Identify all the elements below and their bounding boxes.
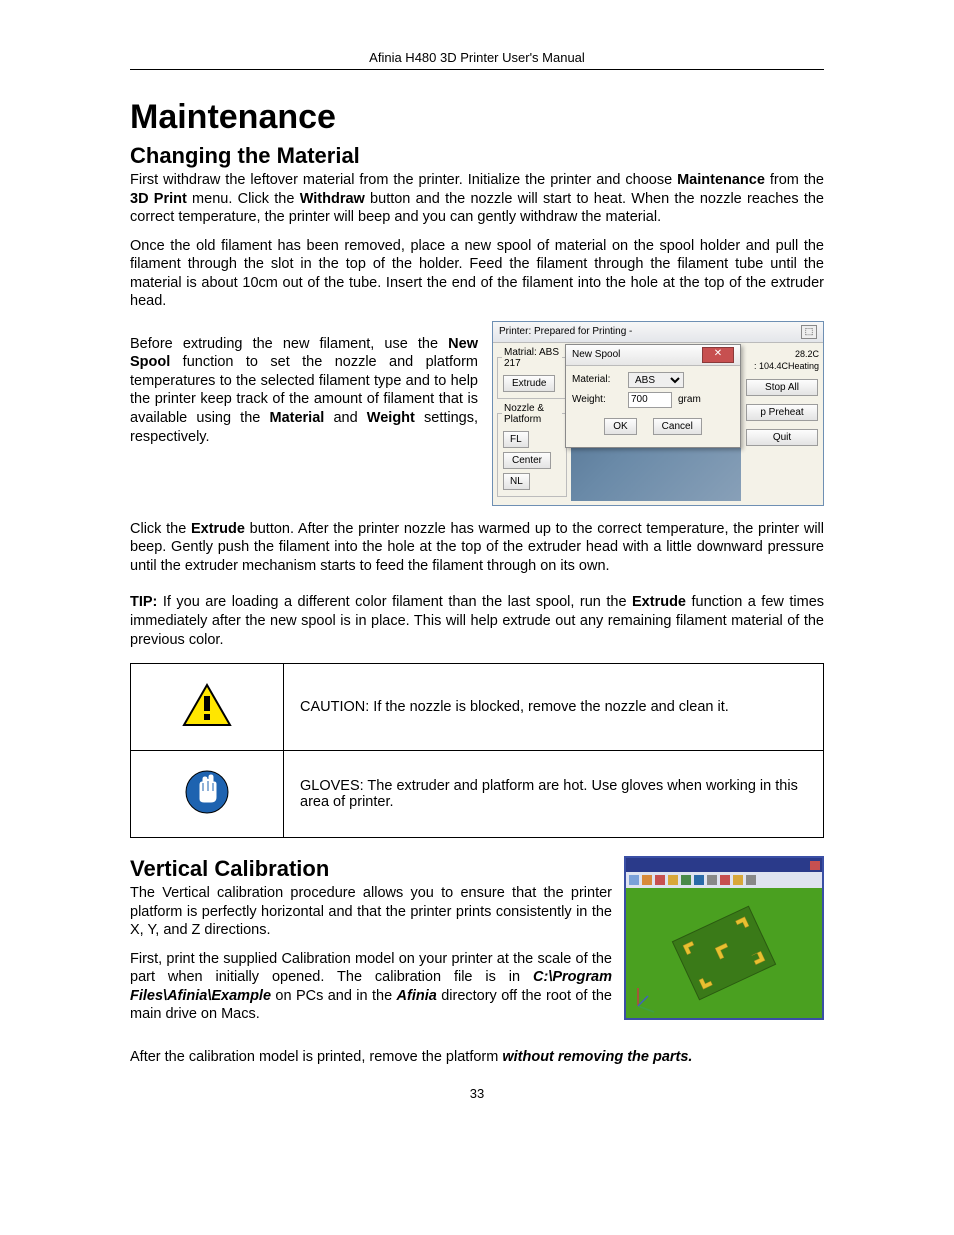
paragraph-spool-change: Once the old filament has been removed, … [130, 237, 824, 311]
caution-icon [181, 682, 233, 728]
calibration-screenshot [624, 856, 824, 1020]
paragraph-tip: TIP: If you are loading a different colo… [130, 593, 824, 649]
material-legend: Matrial: ABS 217 [502, 347, 562, 369]
dialog-close-icon: ✕ [702, 347, 734, 363]
stop-all-button: Stop All [746, 379, 818, 396]
paragraph-extrude: Click the Extrude button. After the prin… [130, 520, 824, 576]
gloves-icon-cell [131, 751, 284, 838]
paragraph-vc-remove: After the calibration model is printed, … [130, 1048, 824, 1067]
quit-button: Quit [746, 429, 818, 446]
temp-2: : 104.4CHeating [745, 361, 819, 377]
weight-label: Weight: [572, 394, 622, 405]
gloves-icon [184, 769, 230, 815]
window-title: Printer: Prepared for Printing - [499, 326, 632, 337]
new-spool-dialog: New Spool ✕ Material: ABS Weight: gram O… [565, 344, 741, 448]
caution-text: CAUTION: If the nozzle is blocked, remov… [284, 664, 824, 751]
warning-table: CAUTION: If the nozzle is blocked, remov… [130, 663, 824, 838]
nl-button: NL [503, 473, 530, 490]
heading-vertical-calibration: Vertical Calibration [130, 856, 612, 882]
ok-button: OK [604, 418, 636, 435]
gloves-text: GLOVES: The extruder and platform are ho… [284, 751, 824, 838]
page-header: Afinia H480 3D Printer User's Manual [130, 50, 824, 70]
material-label: Material: [572, 374, 622, 385]
maintenance-window-screenshot: Printer: Prepared for Printing - ⬚ Matri… [492, 321, 824, 506]
weight-input [628, 392, 672, 408]
extrude-button: Extrude [503, 375, 555, 392]
paragraph-intro: First withdraw the leftover material fro… [130, 171, 824, 227]
title-maintenance: Maintenance [130, 98, 824, 137]
cancel-button: Cancel [653, 418, 702, 435]
heading-changing-material: Changing the Material [130, 143, 824, 169]
temp-1: 28.2C [745, 347, 819, 361]
page-number: 33 [130, 1086, 824, 1101]
paragraph-vc-intro: The Vertical calibration procedure allow… [130, 884, 612, 940]
paragraph-new-spool: Before extruding the new filament, use t… [130, 335, 478, 446]
dialog-title: New Spool [572, 349, 620, 360]
paragraph-vc-file: First, print the supplied Calibration mo… [130, 950, 612, 1024]
preheat-button: p Preheat [746, 404, 818, 421]
material-select: ABS [628, 372, 684, 388]
caution-icon-cell [131, 664, 284, 751]
nozzle-platform-legend: Nozzle & Platform [502, 403, 562, 425]
calibration-toolbar [626, 872, 822, 888]
fl-button: FL [503, 431, 529, 448]
window-close-icon: ⬚ [801, 325, 817, 339]
weight-unit: gram [678, 394, 701, 405]
center-button: Center [503, 452, 551, 469]
